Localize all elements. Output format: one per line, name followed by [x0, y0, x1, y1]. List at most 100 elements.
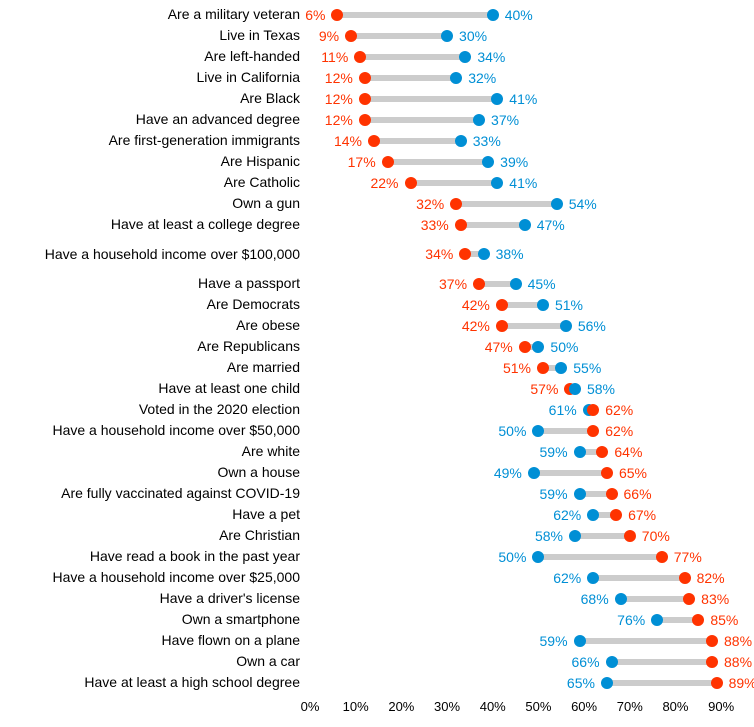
x-tick: 60%: [571, 699, 597, 714]
chart-row: Are obese42%56%: [10, 315, 744, 336]
row-label: Live in Texas: [10, 27, 310, 44]
row-plot: 49%65%: [310, 462, 744, 483]
low-dot: [496, 299, 508, 311]
high-dot: [610, 509, 622, 521]
low-dot: [574, 446, 586, 458]
low-dot: [615, 593, 627, 605]
high-value: 40%: [505, 7, 533, 23]
high-value: 41%: [509, 91, 537, 107]
high-value: 39%: [500, 154, 528, 170]
low-value: 32%: [416, 196, 444, 212]
x-tick: 0%: [301, 699, 320, 714]
low-dot: [532, 551, 544, 563]
high-value: 50%: [550, 339, 578, 355]
high-dot: [441, 30, 453, 42]
range-track: [502, 323, 566, 329]
low-dot: [459, 248, 471, 260]
high-value: 67%: [628, 507, 656, 523]
range-track: [365, 117, 479, 123]
row-label: Are white: [10, 443, 310, 460]
low-dot: [359, 93, 371, 105]
row-plot: 57% 58%: [310, 378, 744, 399]
low-dot: [587, 572, 599, 584]
high-dot: [587, 425, 599, 437]
low-dot: [359, 114, 371, 126]
high-value: 64%: [614, 444, 642, 460]
high-dot: [555, 362, 567, 374]
low-dot: [331, 9, 343, 21]
row-label: Are a military veteran: [10, 6, 310, 23]
low-dot: [345, 30, 357, 42]
high-dot: [455, 135, 467, 147]
high-dot: [450, 72, 462, 84]
row-label: Are fully vaccinated against COVID-19: [10, 485, 310, 502]
x-tick: 30%: [434, 699, 460, 714]
high-dot: [537, 299, 549, 311]
row-plot: 37% 45%: [310, 273, 744, 294]
low-dot: [606, 656, 618, 668]
chart-row: Own a house49%65%: [10, 462, 744, 483]
high-dot: [560, 320, 572, 332]
low-value: 42%: [462, 297, 490, 313]
high-value: 51%: [555, 297, 583, 313]
row-plot: 12% 37%: [310, 109, 744, 130]
low-value: 37%: [439, 276, 467, 292]
low-value: 65%: [567, 675, 595, 691]
row-plot: 42%56%: [310, 315, 744, 336]
low-value: 68%: [581, 591, 609, 607]
chart-row: Have at least a high school degree65%89%: [10, 672, 744, 693]
chart-row: Have a household income over $50,00050%6…: [10, 420, 744, 441]
high-value: 34%: [477, 49, 505, 65]
range-track: [538, 428, 593, 434]
low-value: 61%: [549, 402, 577, 418]
low-dot: [587, 509, 599, 521]
low-value: 33%: [421, 217, 449, 233]
high-value: 45%: [528, 276, 556, 292]
range-track: [360, 54, 465, 60]
row-label: Have an advanced degree: [10, 111, 310, 128]
chart-row: Are Hispanic17%39%: [10, 151, 744, 172]
range-track: [351, 33, 447, 39]
row-plot: 68%83%: [310, 588, 744, 609]
high-value: 41%: [509, 175, 537, 191]
range-track: [575, 533, 630, 539]
chart-rows: Are a military veteran6%40%Live in Texas…: [10, 4, 744, 693]
high-value: 58%: [587, 381, 615, 397]
chart-row: Have a driver's license68%83%: [10, 588, 744, 609]
range-track: [461, 222, 525, 228]
row-label: Are married: [10, 359, 310, 376]
high-dot: [473, 114, 485, 126]
high-value: 30%: [459, 28, 487, 44]
high-dot: [491, 93, 503, 105]
row-plot: 65%89%: [310, 672, 744, 693]
row-label: Own a gun: [10, 195, 310, 212]
chart-row: Have a passport37%45%: [10, 273, 744, 294]
row-plot: 33% 47%: [310, 214, 744, 235]
row-plot: 66%88%: [310, 651, 744, 672]
low-value: 42%: [462, 318, 490, 334]
low-dot: [455, 219, 467, 231]
range-track: [607, 680, 717, 686]
high-dot: [656, 551, 668, 563]
low-dot: [651, 614, 663, 626]
high-value: 47%: [537, 217, 565, 233]
row-label: Have a pet: [10, 506, 310, 523]
chart-row: Are first-generation immigrants14%33%: [10, 130, 744, 151]
high-dot: [459, 51, 471, 63]
low-value: 66%: [572, 654, 600, 670]
high-value: 54%: [569, 196, 597, 212]
low-value: 12%: [325, 112, 353, 128]
high-value: 37%: [491, 112, 519, 128]
low-dot: [519, 341, 531, 353]
row-plot: 17%39%: [310, 151, 744, 172]
row-label: Are Republicans: [10, 338, 310, 355]
low-value: 57%: [530, 381, 558, 397]
high-value: 32%: [468, 70, 496, 86]
low-value: 34%: [425, 246, 453, 262]
row-plot: 59%66%: [310, 483, 744, 504]
row-plot: 50%62%: [310, 420, 744, 441]
low-value: 49%: [494, 465, 522, 481]
range-track: [534, 470, 607, 476]
chart-row: Have a household income over $100,00034%…: [10, 235, 744, 273]
row-plot: 59%64%: [310, 441, 744, 462]
